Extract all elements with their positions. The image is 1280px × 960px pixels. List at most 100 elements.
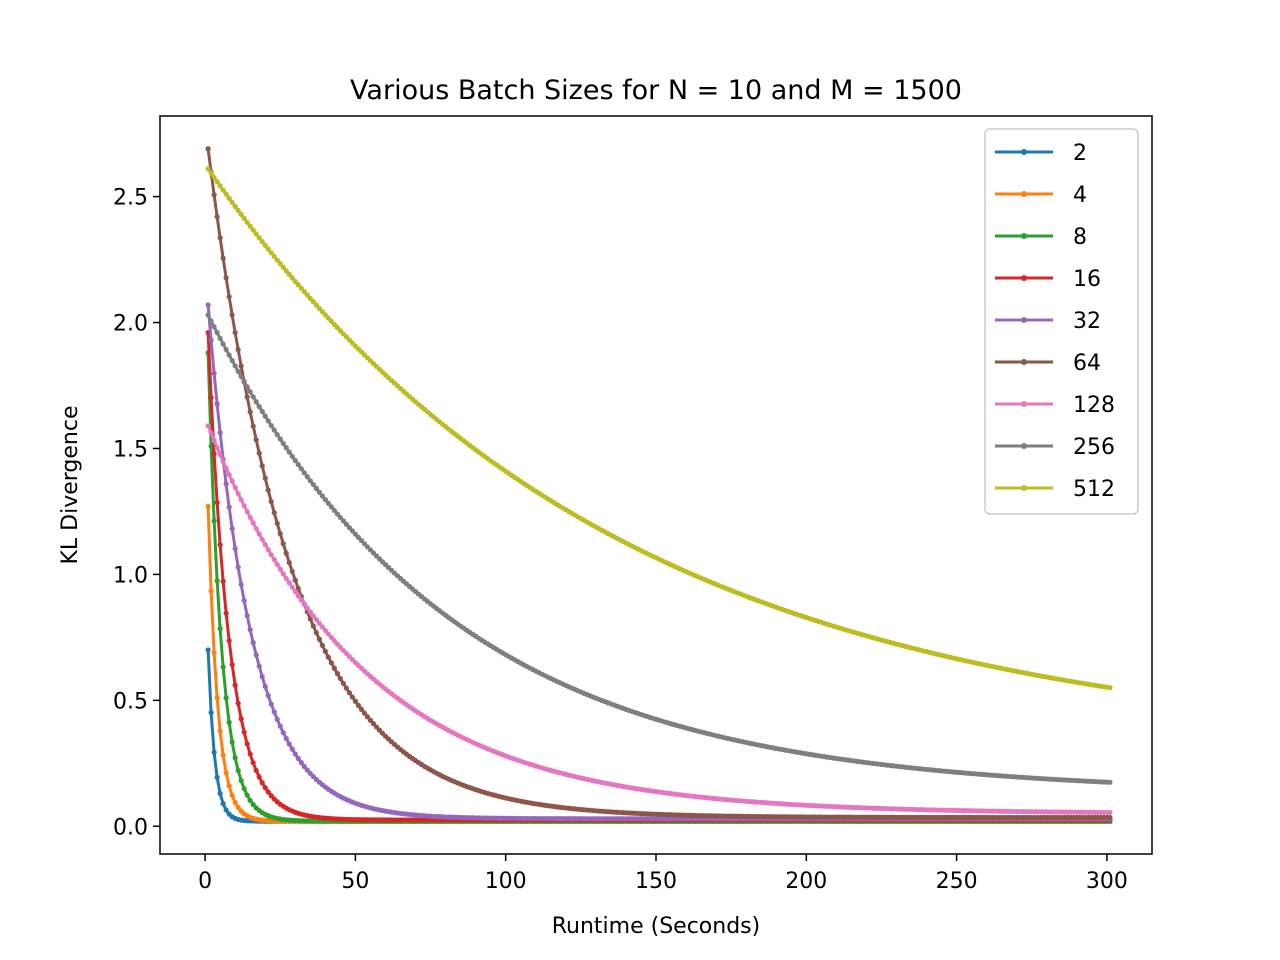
data-point <box>266 547 271 552</box>
data-point <box>287 580 292 585</box>
data-point <box>227 472 232 477</box>
data-point <box>251 424 256 429</box>
data-point <box>338 676 343 681</box>
data-point <box>236 565 241 570</box>
data-point <box>290 454 295 459</box>
data-point <box>236 347 241 352</box>
data-point <box>230 479 235 484</box>
legend-marker <box>1021 275 1027 281</box>
data-point <box>269 423 274 428</box>
x-tick-label: 200 <box>785 869 827 894</box>
data-point <box>287 449 292 454</box>
data-point <box>278 531 283 536</box>
data-point <box>212 438 217 443</box>
data-point <box>212 192 217 197</box>
data-point <box>269 701 274 706</box>
data-point <box>215 214 220 219</box>
data-point <box>209 171 214 176</box>
data-point <box>248 515 253 520</box>
data-point <box>251 760 256 765</box>
data-point <box>221 801 226 806</box>
data-point <box>236 491 241 496</box>
data-point <box>266 418 271 423</box>
data-point <box>221 256 226 261</box>
data-point <box>350 694 355 699</box>
data-point <box>263 684 268 689</box>
data-point <box>206 504 211 509</box>
data-point <box>284 576 289 581</box>
data-point <box>212 371 217 376</box>
data-point <box>272 510 277 515</box>
data-point <box>236 701 241 706</box>
data-point <box>245 613 250 618</box>
legend-label: 128 <box>1073 393 1115 418</box>
data-point <box>287 560 292 565</box>
legend-label: 256 <box>1073 435 1115 460</box>
data-point <box>224 347 229 352</box>
data-point <box>251 394 256 399</box>
data-point <box>221 341 226 346</box>
data-point <box>248 409 253 414</box>
data-point <box>227 638 232 643</box>
data-point <box>248 389 253 394</box>
data-point <box>287 741 292 746</box>
data-point <box>233 363 238 368</box>
data-point <box>269 499 274 504</box>
data-point <box>317 636 322 641</box>
data-point <box>227 294 232 299</box>
y-tick-label: 2.5 <box>113 186 148 211</box>
data-point <box>212 750 217 755</box>
data-point <box>275 717 280 722</box>
data-point <box>212 518 217 523</box>
data-point <box>1107 815 1112 820</box>
data-point <box>257 404 262 409</box>
data-point <box>224 695 229 700</box>
y-tick-label: 1.5 <box>113 437 148 462</box>
data-point <box>239 374 244 379</box>
data-point <box>218 336 223 341</box>
data-point <box>245 384 250 389</box>
data-point <box>293 589 298 594</box>
y-tick-label: 0.5 <box>113 689 148 714</box>
data-point <box>251 640 256 645</box>
y-axis-label: KL Divergence <box>58 405 83 564</box>
data-point <box>227 504 232 509</box>
legend-label: 32 <box>1073 309 1101 334</box>
y-tick-label: 2.0 <box>113 312 148 337</box>
data-point <box>215 179 220 184</box>
data-point <box>218 235 223 240</box>
data-point <box>221 579 226 584</box>
data-point <box>314 630 319 635</box>
data-point <box>221 664 226 669</box>
data-point <box>242 598 247 603</box>
data-point <box>233 755 238 760</box>
data-point <box>254 437 259 442</box>
data-point <box>293 458 298 463</box>
data-point <box>233 330 238 335</box>
data-point <box>347 690 352 695</box>
data-point <box>257 774 262 779</box>
data-point <box>218 791 223 796</box>
legend-label: 16 <box>1073 267 1101 292</box>
data-point <box>320 643 325 648</box>
data-point <box>218 183 223 188</box>
data-point <box>239 582 244 587</box>
legend-label: 2 <box>1073 141 1087 166</box>
data-point <box>263 785 268 790</box>
data-point <box>212 324 217 329</box>
legend-marker <box>1021 149 1027 155</box>
data-point <box>245 741 250 746</box>
data-point <box>260 463 265 468</box>
data-point <box>242 786 247 791</box>
data-point <box>254 768 259 773</box>
data-point <box>260 409 265 414</box>
data-point <box>284 445 289 450</box>
data-point <box>254 526 259 531</box>
data-point <box>281 441 286 446</box>
data-point <box>260 537 265 542</box>
data-point <box>263 414 268 419</box>
data-point <box>335 671 340 676</box>
data-point <box>218 728 223 733</box>
data-point <box>218 430 223 435</box>
